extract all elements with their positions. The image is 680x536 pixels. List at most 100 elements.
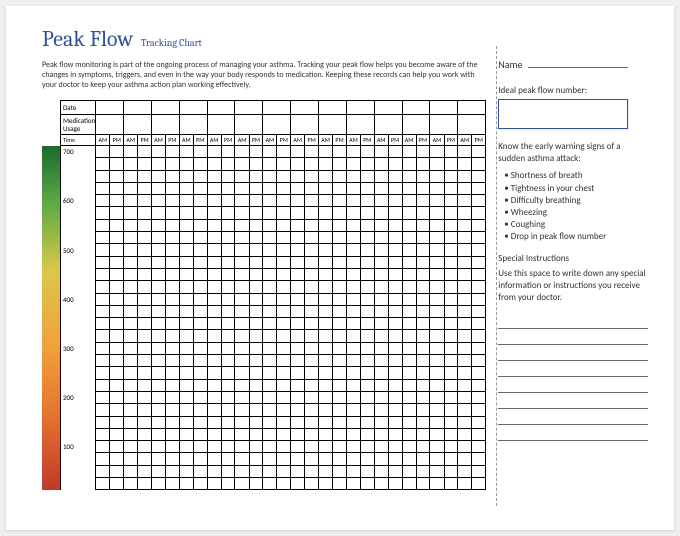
grid-cell[interactable] xyxy=(221,428,235,440)
grid-cell[interactable] xyxy=(361,146,375,158)
grid-cell[interactable] xyxy=(472,293,486,305)
grid-cell[interactable] xyxy=(416,416,430,428)
grid-cell[interactable] xyxy=(124,182,138,194)
grid-cell[interactable] xyxy=(166,232,180,244)
grid-cell[interactable] xyxy=(235,170,249,182)
grid-cell[interactable] xyxy=(166,391,180,403)
grid-cell[interactable] xyxy=(472,465,486,477)
medication-cell[interactable] xyxy=(374,115,402,135)
grid-cell[interactable] xyxy=(179,478,193,490)
grid-cell[interactable] xyxy=(361,170,375,182)
grid-cell[interactable] xyxy=(318,232,332,244)
medication-cell[interactable] xyxy=(318,115,346,135)
grid-cell[interactable] xyxy=(235,268,249,280)
grid-cell[interactable] xyxy=(361,465,375,477)
grid-cell[interactable] xyxy=(263,293,277,305)
grid-cell[interactable] xyxy=(291,453,305,465)
grid-cell[interactable] xyxy=(179,355,193,367)
medication-cell[interactable] xyxy=(291,115,319,135)
grid-cell[interactable] xyxy=(374,146,388,158)
grid-cell[interactable] xyxy=(138,281,152,293)
grid-cell[interactable] xyxy=(416,478,430,490)
grid-cell[interactable] xyxy=(333,318,347,330)
grid-cell[interactable] xyxy=(207,219,221,231)
grid-cell[interactable] xyxy=(151,281,165,293)
grid-cell[interactable] xyxy=(166,428,180,440)
grid-cell[interactable] xyxy=(472,158,486,170)
grid-cell[interactable] xyxy=(277,232,291,244)
grid-cell[interactable] xyxy=(402,293,416,305)
grid-cell[interactable] xyxy=(472,342,486,354)
grid-cell[interactable] xyxy=(193,195,207,207)
grid-cell[interactable] xyxy=(221,268,235,280)
grid-cell[interactable] xyxy=(458,232,472,244)
grid-cell[interactable] xyxy=(444,268,458,280)
grid-cell[interactable] xyxy=(333,478,347,490)
grid-cell[interactable] xyxy=(110,182,124,194)
grid-cell[interactable] xyxy=(305,170,319,182)
grid-cell[interactable] xyxy=(361,268,375,280)
grid-cell[interactable] xyxy=(221,281,235,293)
grid-cell[interactable] xyxy=(458,453,472,465)
grid-cell[interactable] xyxy=(374,207,388,219)
grid-cell[interactable] xyxy=(235,428,249,440)
medication-cell[interactable] xyxy=(346,115,374,135)
grid-cell[interactable] xyxy=(277,355,291,367)
grid-cell[interactable] xyxy=(430,305,444,317)
write-line[interactable] xyxy=(498,329,648,345)
grid-cell[interactable] xyxy=(291,195,305,207)
grid-cell[interactable] xyxy=(333,367,347,379)
grid-cell[interactable] xyxy=(110,478,124,490)
grid-cell[interactable] xyxy=(374,330,388,342)
grid-cell[interactable] xyxy=(333,391,347,403)
grid-cell[interactable] xyxy=(291,416,305,428)
grid-cell[interactable] xyxy=(138,219,152,231)
grid-cell[interactable] xyxy=(207,318,221,330)
grid-cell[interactable] xyxy=(166,281,180,293)
grid-cell[interactable] xyxy=(402,416,416,428)
grid-cell[interactable] xyxy=(110,428,124,440)
grid-cell[interactable] xyxy=(263,478,277,490)
grid-cell[interactable] xyxy=(346,465,360,477)
grid-cell[interactable] xyxy=(277,305,291,317)
grid-cell[interactable] xyxy=(388,195,402,207)
grid-cell[interactable] xyxy=(333,342,347,354)
grid-cell[interactable] xyxy=(333,465,347,477)
grid-cell[interactable] xyxy=(96,256,110,268)
grid-cell[interactable] xyxy=(458,207,472,219)
grid-cell[interactable] xyxy=(291,391,305,403)
grid-cell[interactable] xyxy=(402,453,416,465)
grid-cell[interactable] xyxy=(402,330,416,342)
name-input-line[interactable] xyxy=(528,67,628,68)
date-cell[interactable] xyxy=(207,101,235,115)
grid-cell[interactable] xyxy=(388,256,402,268)
grid-cell[interactable] xyxy=(124,244,138,256)
grid-cell[interactable] xyxy=(96,318,110,330)
grid-cell[interactable] xyxy=(277,158,291,170)
grid-cell[interactable] xyxy=(361,355,375,367)
grid-cell[interactable] xyxy=(305,158,319,170)
grid-cell[interactable] xyxy=(291,428,305,440)
grid-cell[interactable] xyxy=(458,428,472,440)
grid-cell[interactable] xyxy=(235,293,249,305)
grid-cell[interactable] xyxy=(458,268,472,280)
grid-cell[interactable] xyxy=(361,219,375,231)
grid-cell[interactable] xyxy=(333,158,347,170)
medication-cell[interactable] xyxy=(179,115,207,135)
grid-cell[interactable] xyxy=(374,428,388,440)
grid-cell[interactable] xyxy=(110,453,124,465)
grid-cell[interactable] xyxy=(249,404,263,416)
write-line[interactable] xyxy=(498,393,648,409)
grid-cell[interactable] xyxy=(249,268,263,280)
grid-cell[interactable] xyxy=(124,428,138,440)
grid-cell[interactable] xyxy=(263,158,277,170)
write-line[interactable] xyxy=(498,409,648,425)
grid-cell[interactable] xyxy=(96,391,110,403)
grid-cell[interactable] xyxy=(333,281,347,293)
grid-cell[interactable] xyxy=(277,441,291,453)
grid-cell[interactable] xyxy=(166,158,180,170)
grid-cell[interactable] xyxy=(138,379,152,391)
grid-cell[interactable] xyxy=(388,453,402,465)
grid-cell[interactable] xyxy=(444,453,458,465)
grid-cell[interactable] xyxy=(458,195,472,207)
